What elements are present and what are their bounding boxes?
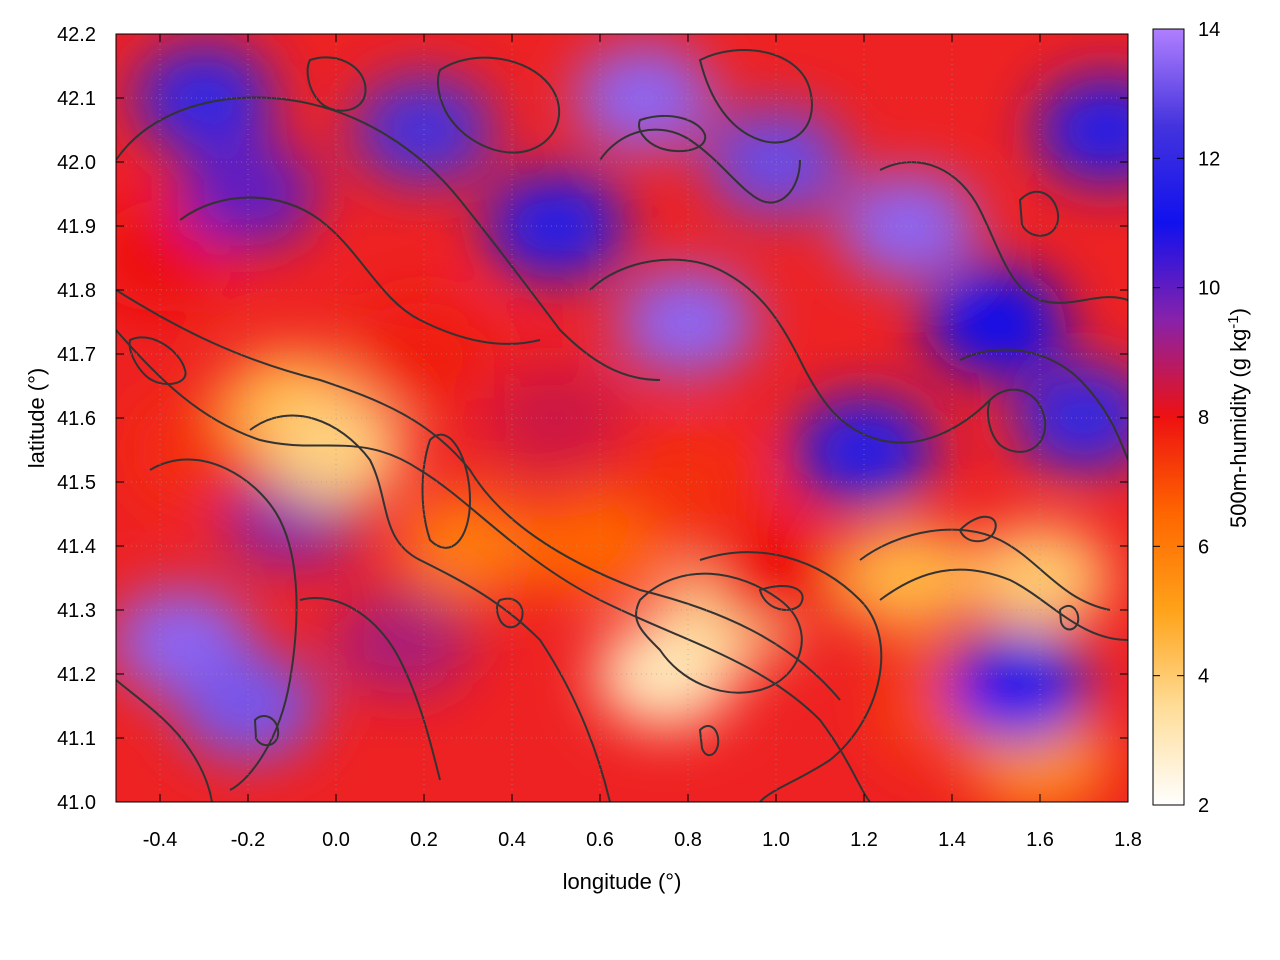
contour-line: [758, 585, 804, 611]
contour-line: [879, 161, 1128, 304]
colorbar-tick-label: 8: [1198, 407, 1209, 429]
contour-line: [299, 597, 441, 781]
plot-area: -0.4 -0.2 0.0 0.2 0.4 0.6 0.8 1.0 1.2 1.4 1.6 1.8 4…: [57, 24, 1142, 851]
colorbar-tick-label: 6: [1198, 536, 1209, 558]
contour-line: [436, 56, 561, 154]
heatmap-region: [1035, 75, 1128, 185]
heatmap-region: [617, 427, 759, 537]
heatmap-region: [705, 523, 847, 633]
contour-line: [496, 597, 524, 629]
contour-line: [128, 336, 187, 386]
contour-line: [959, 348, 1128, 461]
heatmap-region: [925, 267, 1067, 377]
contour-line: [116, 329, 871, 802]
contour-line: [589, 258, 991, 444]
x-tick-label: 0.4: [498, 829, 526, 851]
heatmap-region: [331, 587, 473, 697]
contour-line: [116, 96, 661, 381]
y-tick-label: 41.1: [57, 728, 96, 750]
y-tick-label: 42.2: [57, 24, 96, 46]
y-tick-label: 42.0: [57, 152, 96, 174]
colorbar-tick-label: 14: [1198, 19, 1220, 41]
heatmap-region: [573, 43, 715, 153]
y-tick-label: 41.8: [57, 280, 96, 302]
y-tick-label: 41.4: [57, 536, 96, 558]
contour-line: [879, 568, 1128, 641]
contour-line: [116, 679, 213, 802]
contour-line: [958, 515, 997, 543]
x-tick-label: 1.2: [850, 829, 878, 851]
contour-lines: [116, 49, 1128, 802]
contour-line: [149, 458, 298, 791]
y-tick-label: 41.7: [57, 344, 96, 366]
contour-line: [1058, 604, 1080, 631]
heatmap-region: [947, 632, 1089, 742]
colorbar-tick-label: 2: [1198, 795, 1209, 817]
heatmap-region: [529, 491, 671, 601]
contour-line: [421, 433, 472, 549]
y-axis-title: latitude (°): [24, 368, 49, 469]
colorbar-tick-label: 10: [1198, 278, 1220, 300]
contour-line: [253, 715, 280, 747]
heatmap-region: [617, 267, 759, 377]
x-tick-label: 0.6: [586, 829, 614, 851]
contour-line: [859, 528, 1111, 611]
contour-line: [179, 196, 541, 345]
x-tick-label: 0.0: [322, 829, 350, 851]
x-axis-ticks: -0.4 -0.2 0.0 0.2 0.4 0.6 0.8 1.0 1.2 1.4 1.6 1.8: [143, 34, 1142, 851]
y-tick-label: 41.2: [57, 664, 96, 686]
x-axis-title: longitude (°): [563, 869, 682, 894]
contour-line: [698, 49, 813, 144]
heatmap-region: [397, 491, 539, 601]
x-tick-label: -0.4: [143, 829, 177, 851]
heatmap-region: [969, 523, 1111, 633]
colorbar-tick-label: 12: [1198, 148, 1220, 170]
colorbar-tick-label: 4: [1198, 666, 1209, 688]
heatmap-layer: [116, 43, 1128, 802]
heatmap-region: [1013, 363, 1128, 473]
y-tick-label: 41.9: [57, 216, 96, 238]
x-tick-label: 0.8: [674, 829, 702, 851]
heatmap-region: [133, 43, 275, 153]
x-tick-label: 1.8: [1114, 829, 1142, 851]
contour-line: [116, 289, 841, 701]
contour-line: [635, 572, 803, 694]
heatmap-region: [837, 171, 979, 281]
colorbar-title: 500m-humidity (g kg-1): [1225, 308, 1251, 528]
x-tick-label: 1.4: [938, 829, 966, 851]
y-tick-label: 41.5: [57, 472, 96, 494]
contour-line: [249, 414, 611, 802]
y-tick-label: 41.3: [57, 600, 96, 622]
contour-line: [1018, 190, 1060, 237]
grid-lines: [116, 34, 1128, 802]
y-tick-label: 41.6: [57, 408, 96, 430]
y-axis-ticks: 41.0 41.1 41.2 41.3 41.4 41.5 41.6 41.7 41.8 41.9…: [57, 24, 1128, 814]
contour-line: [638, 115, 707, 153]
x-tick-label: 0.2: [410, 829, 438, 851]
contour-line: [987, 388, 1047, 453]
x-tick-label: -0.2: [231, 829, 265, 851]
heatmap-region: [837, 523, 979, 633]
contour-line: [306, 56, 367, 112]
x-tick-label: 1.6: [1026, 829, 1054, 851]
y-tick-label: 41.0: [57, 792, 96, 814]
heatmap-region: [177, 651, 319, 761]
y-tick-label: 42.1: [57, 88, 96, 110]
contour-line: [699, 551, 883, 802]
colorbar: 2 4 6 8 10 12 14 500m-humidity (g kg-1): [1152, 19, 1251, 817]
colorbar-ticks: 2 4 6 8 10 12 14: [1153, 19, 1220, 817]
contour-line: [599, 128, 801, 204]
x-tick-label: 1.0: [762, 829, 790, 851]
contour-line: [698, 725, 720, 757]
